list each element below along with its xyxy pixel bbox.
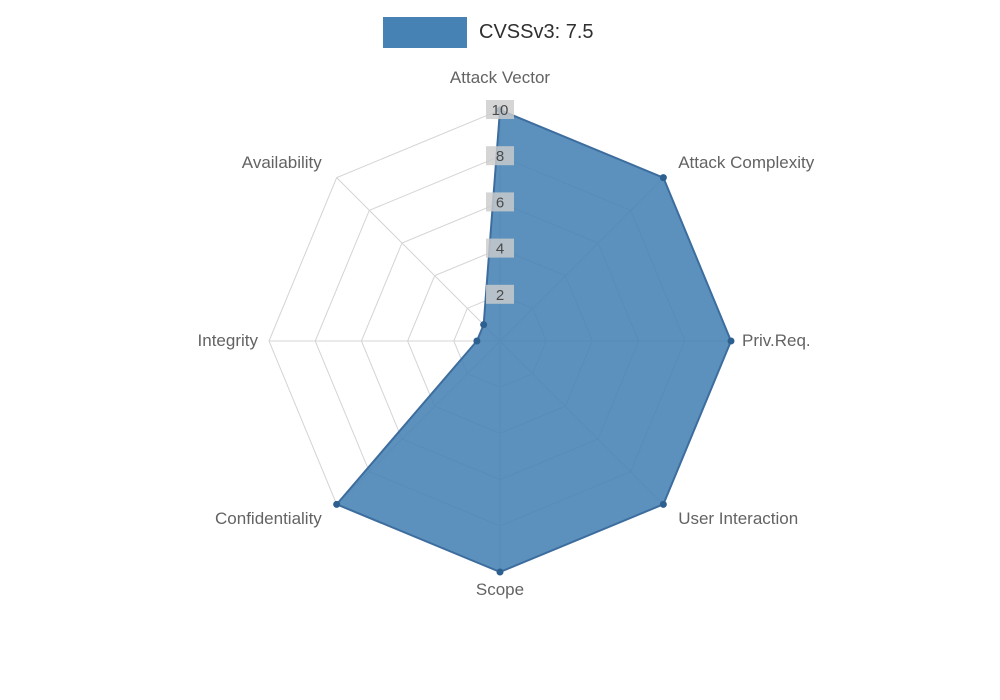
radar-tick-bg (486, 238, 514, 258)
radar-tick-bg (486, 100, 514, 119)
radar-vertex-dot (496, 568, 504, 576)
radar-tick-bg (486, 192, 514, 212)
radar-vertex-dot (727, 337, 735, 345)
radar-tick-label: 10 (492, 102, 509, 119)
radar-tick-label: 8 (496, 148, 504, 165)
radar-vertex-dot (333, 500, 341, 508)
axis-label-scope: Scope (476, 580, 524, 599)
axis-label-availability: Availability (242, 153, 323, 172)
axis-label-integrity: Integrity (198, 331, 259, 350)
axis-label-confidentiality: Confidentiality (215, 509, 322, 528)
legend-swatch (383, 17, 467, 48)
radar-tick-label: 6 (496, 194, 504, 211)
axis-label-user-interaction: User Interaction (678, 509, 798, 528)
radar-tick-bg (486, 284, 514, 304)
radar-vertex-dot (659, 500, 667, 508)
radar-vertex-dot (659, 174, 667, 182)
radar-tick-label: 2 (496, 287, 504, 304)
radar-vertex-dot (473, 337, 481, 345)
axis-label-attack-complexity: Attack Complexity (678, 153, 815, 172)
radar-tick-label: 4 (496, 241, 504, 258)
legend: CVSSv3: 7.5 (383, 17, 594, 48)
radar-tick-bg (486, 146, 514, 166)
radar-spoke (336, 177, 501, 342)
axis-label-priv-req: Priv.Req. (742, 331, 811, 350)
radar-vertex-dot (480, 321, 488, 329)
legend-label: CVSSv3: 7.5 (479, 21, 594, 43)
axis-label-attack-vector: Attack Vector (450, 68, 550, 87)
